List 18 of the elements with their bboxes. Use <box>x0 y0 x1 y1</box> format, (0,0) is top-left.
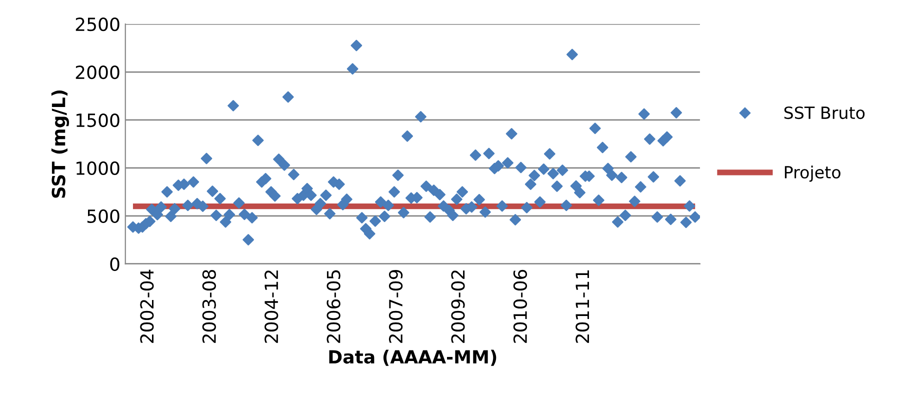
y-axis-title: SST (mg/L) <box>51 90 70 198</box>
y-tick-label: 1000 <box>76 161 120 176</box>
x-axis-title: Data (AAAA-MM) <box>329 350 496 366</box>
x-tick-label: 2006-05 <box>326 270 340 343</box>
x-tick-label: 2002-04 <box>140 270 154 343</box>
x-tick-label: 2007-09 <box>388 270 403 343</box>
x-tick-label: 2010-06 <box>513 270 528 343</box>
x-tick-label: 2009-02 <box>451 270 465 343</box>
x-tick-label: 2011-11 <box>576 270 590 343</box>
y-tick-label: 2000 <box>76 65 120 80</box>
x-tick-label: 2003-08 <box>202 270 216 343</box>
legend-label: SST Bruto <box>784 106 865 120</box>
y-tick-label: 0 <box>110 257 120 271</box>
legend-label: Projeto <box>784 166 840 182</box>
y-tick-label: 2500 <box>76 18 120 32</box>
y-tick-label: 500 <box>87 209 120 224</box>
y-tick-label: 1500 <box>76 113 120 128</box>
x-tick-label: 2004-12 <box>264 270 278 343</box>
